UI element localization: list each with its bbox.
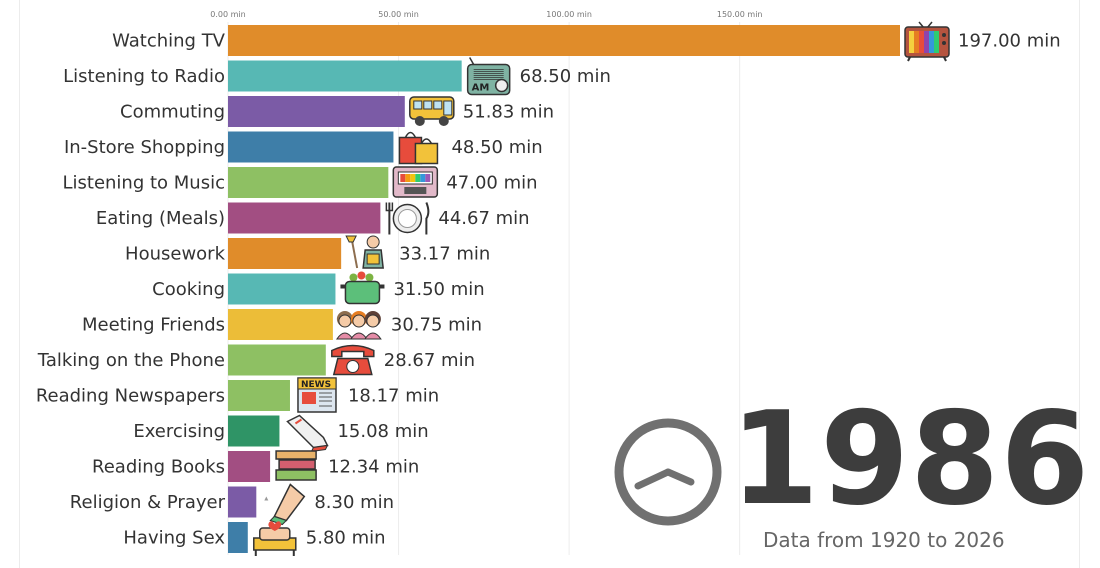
value-label: 5.80 min xyxy=(306,528,386,549)
category-label: Reading Books xyxy=(92,457,225,478)
bar xyxy=(228,167,389,198)
value-label: 68.50 min xyxy=(520,66,611,87)
bar xyxy=(228,238,342,269)
frame-left-border xyxy=(19,0,20,568)
value-label: 18.17 min xyxy=(348,386,439,407)
category-label: Listening to Radio xyxy=(63,66,225,87)
value-label: 30.75 min xyxy=(391,315,482,336)
value-label: 197.00 min xyxy=(958,31,1061,52)
cassette-icon xyxy=(392,166,439,198)
value-label: 31.50 min xyxy=(393,279,484,300)
bar xyxy=(228,273,336,305)
praying-hands-icon xyxy=(264,483,306,526)
category-label: Religion & Prayer xyxy=(70,492,226,513)
value-label: 48.50 min xyxy=(451,137,542,158)
friends-icon xyxy=(335,311,382,340)
radio-am-text: AM xyxy=(472,83,490,94)
category-label: Watching TV xyxy=(112,31,226,52)
value-label: 51.83 min xyxy=(463,102,554,123)
value-label: 33.17 min xyxy=(399,244,490,265)
category-label: Exercising xyxy=(133,421,225,442)
category-label: Eating (Meals) xyxy=(96,208,225,229)
category-label: Listening to Music xyxy=(62,173,225,194)
bar xyxy=(228,522,248,553)
category-label: Meeting Friends xyxy=(82,315,225,336)
bar xyxy=(228,486,257,518)
value-label: 47.00 min xyxy=(446,173,537,194)
year-display: 1986 xyxy=(730,385,1091,534)
bus-icon xyxy=(409,96,455,126)
bar xyxy=(228,344,326,376)
value-label: 44.67 min xyxy=(438,208,529,229)
x-tick-label: 150.00 min xyxy=(717,10,763,19)
cleaning-person-icon xyxy=(345,235,384,269)
books-icon xyxy=(275,450,317,481)
tv-icon xyxy=(904,21,950,62)
bar xyxy=(228,451,271,482)
telephone-icon xyxy=(331,344,375,376)
sneaker-icon xyxy=(286,414,329,453)
bar xyxy=(228,380,290,411)
shopping-bags-icon xyxy=(398,131,439,165)
bar xyxy=(228,202,381,234)
value-label: 28.67 min xyxy=(384,350,475,371)
value-label: 15.08 min xyxy=(337,421,428,442)
category-label: Commuting xyxy=(120,102,225,123)
bed-icon xyxy=(253,521,297,556)
x-tick-label: 50.00 min xyxy=(378,10,419,19)
bar xyxy=(228,131,394,163)
bar xyxy=(228,309,333,340)
bar xyxy=(228,415,280,447)
value-label: 12.34 min xyxy=(328,457,419,478)
x-tick-label: 100.00 min xyxy=(546,10,592,19)
category-label: Having Sex xyxy=(123,528,225,549)
plate-cutlery-icon xyxy=(385,202,430,235)
radio-icon: AM xyxy=(466,57,511,96)
bar xyxy=(228,25,900,56)
frame-right-border xyxy=(1079,0,1080,568)
newspaper-news-text: NEWS xyxy=(301,380,331,390)
value-label: 8.30 min xyxy=(314,492,394,513)
category-label: Reading Newspapers xyxy=(36,386,225,407)
date-range-caption: Data from 1920 to 2026 xyxy=(763,528,1005,552)
bar xyxy=(228,60,462,92)
category-label: In-Store Shopping xyxy=(64,137,225,158)
category-label: Talking on the Phone xyxy=(37,350,225,371)
category-label: Cooking xyxy=(152,279,225,300)
cooking-pot-icon xyxy=(340,271,385,305)
bar xyxy=(228,96,405,127)
x-tick-label: 0.00 min xyxy=(210,10,245,19)
newspaper-icon: NEWS xyxy=(297,377,337,413)
clock-icon xyxy=(614,418,722,526)
category-label: Housework xyxy=(125,244,226,265)
